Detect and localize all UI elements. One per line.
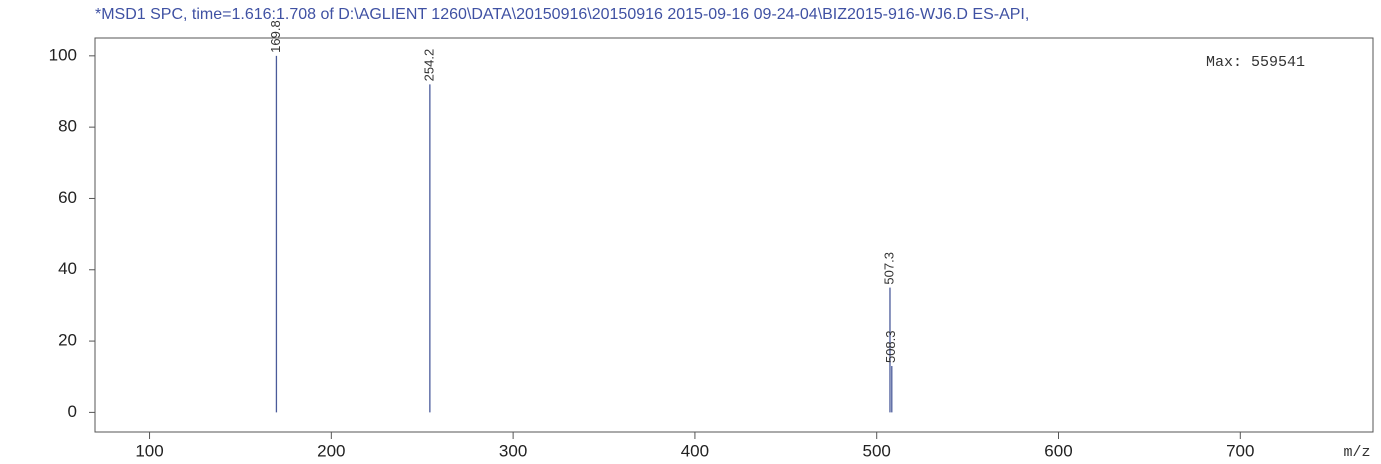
x-tick-label: 300 xyxy=(499,441,527,460)
plot-frame xyxy=(94,37,1374,433)
x-tick-label: 400 xyxy=(681,441,709,460)
peak-label: 169.8 xyxy=(268,20,283,53)
peak-label: 508.3 xyxy=(883,330,898,363)
x-axis-label: m/z xyxy=(1343,444,1370,461)
y-tick-label: 60 xyxy=(58,188,77,207)
x-tick-label: 200 xyxy=(317,441,345,460)
y-tick-label: 80 xyxy=(58,117,77,136)
x-tick-label: 500 xyxy=(863,441,891,460)
y-tick-label: 0 xyxy=(68,402,77,421)
y-tick-label: 40 xyxy=(58,259,77,278)
x-tick-label: 100 xyxy=(135,441,163,460)
max-annotation: Max: 559541 xyxy=(1206,54,1305,71)
chart-title: *MSD1 SPC, time=1.616:1.708 of D:\AGLIEN… xyxy=(95,6,1029,23)
peak-label: 254.2 xyxy=(421,49,436,82)
x-tick-label: 700 xyxy=(1226,441,1254,460)
x-tick-label: 600 xyxy=(1044,441,1072,460)
peak-label: 507.3 xyxy=(881,252,896,285)
y-tick-label: 20 xyxy=(58,331,77,350)
y-tick-label: 100 xyxy=(49,45,77,64)
